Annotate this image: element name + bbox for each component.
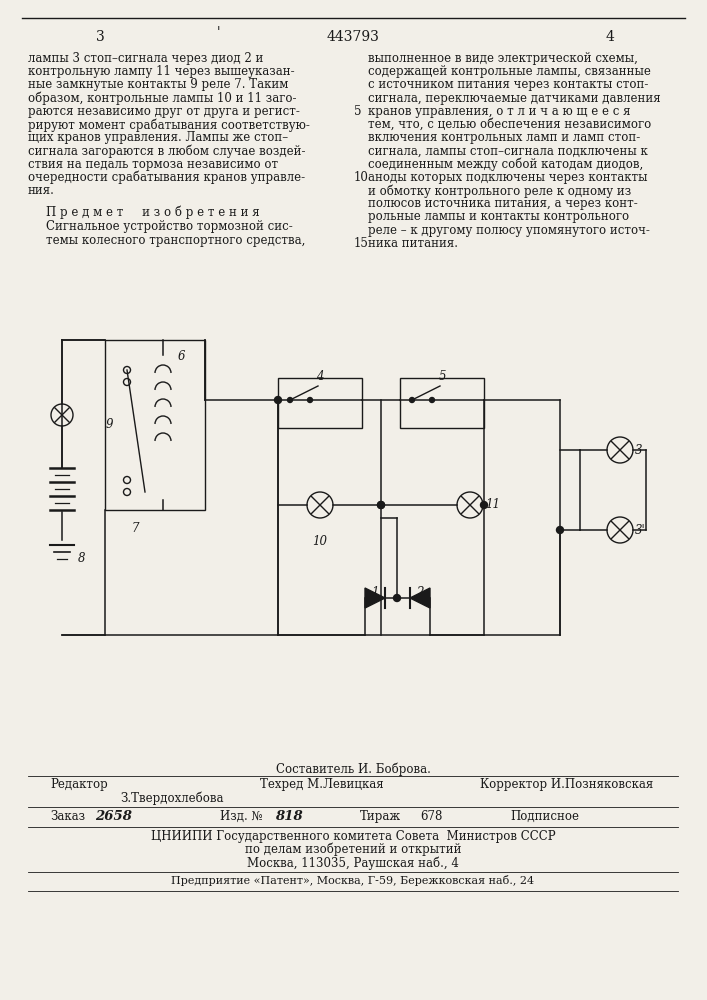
Text: П р е д м е т     и з о б р е т е н и я: П р е д м е т и з о б р е т е н и я xyxy=(46,205,259,219)
Text: 5: 5 xyxy=(354,105,361,118)
Text: ния.: ния. xyxy=(28,184,55,197)
Polygon shape xyxy=(410,588,430,608)
Text: с источником питания через контакты стоп-: с источником питания через контакты стоп… xyxy=(368,78,648,91)
Text: очередности срабатывания кранов управле-: очередности срабатывания кранов управле- xyxy=(28,171,305,184)
Text: сигнала загораются в любом случае воздей-: сигнала загораются в любом случае воздей… xyxy=(28,144,305,158)
Text: З.Твердохлебова: З.Твердохлебова xyxy=(120,791,223,805)
Text: темы колесного транспортного средства,: темы колесного транспортного средства, xyxy=(46,234,305,247)
Text: 3': 3' xyxy=(635,524,645,536)
Text: 678: 678 xyxy=(420,810,443,823)
Text: содержащей контрольные лампы, связанные: содержащей контрольные лампы, связанные xyxy=(368,65,651,78)
Text: Сигнальное устройство тормозной сис-: Сигнальное устройство тормозной сис- xyxy=(46,220,293,233)
Text: Изд. №: Изд. № xyxy=(220,810,262,823)
Text: 10: 10 xyxy=(354,171,369,184)
Text: 8: 8 xyxy=(78,552,86,566)
Text: 7: 7 xyxy=(132,522,139,535)
Text: 4: 4 xyxy=(316,370,324,383)
Text: сигнала, лампы стоп–сигнала подключены к: сигнала, лампы стоп–сигнала подключены к xyxy=(368,144,648,157)
Text: Редактор: Редактор xyxy=(50,778,107,791)
Text: 818: 818 xyxy=(275,810,303,823)
Circle shape xyxy=(378,502,385,508)
Text: щих кранов управления. Лампы же стоп–: щих кранов управления. Лампы же стоп– xyxy=(28,131,288,144)
Text: 2658: 2658 xyxy=(95,810,132,823)
Text: 9: 9 xyxy=(105,418,113,432)
Text: 6: 6 xyxy=(178,350,185,363)
Circle shape xyxy=(556,526,563,534)
Text: 1: 1 xyxy=(371,586,379,599)
Text: контрольную лампу 11 через вышеуказан-: контрольную лампу 11 через вышеуказан- xyxy=(28,65,295,78)
Text: реле – к другому полюсу упомянутого источ-: реле – к другому полюсу упомянутого исто… xyxy=(368,224,650,237)
Text: по делам изобретений и открытий: по делам изобретений и открытий xyxy=(245,843,461,856)
Text: Предприятие «Патент», Москва, Г-59, Бережковская наб., 24: Предприятие «Патент», Москва, Г-59, Бере… xyxy=(171,875,534,886)
Text: и обмотку контрольного реле к одному из: и обмотку контрольного реле к одному из xyxy=(368,184,631,198)
Polygon shape xyxy=(365,588,385,608)
Text: раются независимо друг от друга и регист-: раются независимо друг от друга и регист… xyxy=(28,105,300,118)
Text: ': ' xyxy=(216,26,220,39)
Bar xyxy=(278,378,362,428)
Text: образом, контрольные лампы 10 и 11 заго-: образом, контрольные лампы 10 и 11 заго- xyxy=(28,92,296,105)
Circle shape xyxy=(308,397,312,402)
Text: 4: 4 xyxy=(606,30,614,44)
Text: Тираж: Тираж xyxy=(360,810,401,823)
Text: аноды которых подключены через контакты: аноды которых подключены через контакты xyxy=(368,171,648,184)
Text: 3: 3 xyxy=(95,30,105,44)
Text: рольные лампы и контакты контрольного: рольные лампы и контакты контрольного xyxy=(368,210,629,223)
Circle shape xyxy=(394,594,400,601)
Text: тем, что, с целью обеспечения независимого: тем, что, с целью обеспечения независимо… xyxy=(368,118,651,131)
Text: ствия на педаль тормоза независимо от: ствия на педаль тормоза независимо от xyxy=(28,158,278,171)
Text: Корректор И.Позняковская: Корректор И.Позняковская xyxy=(480,778,653,791)
Text: ЦНИИПИ Государственного комитета Совета  Министров СССР: ЦНИИПИ Государственного комитета Совета … xyxy=(151,830,555,843)
Text: 15: 15 xyxy=(354,237,369,250)
Bar xyxy=(105,340,205,510)
Text: кранов управления, о т л и ч а ю щ е е с я: кранов управления, о т л и ч а ю щ е е с… xyxy=(368,105,631,118)
Text: 2: 2 xyxy=(416,586,423,599)
Text: Составитель И. Боброва.: Составитель И. Боброва. xyxy=(276,762,431,776)
Circle shape xyxy=(429,397,435,402)
Text: 3: 3 xyxy=(635,444,643,456)
Circle shape xyxy=(481,502,488,508)
Text: рируют момент срабатывания соответствую-: рируют момент срабатывания соответствую- xyxy=(28,118,310,131)
Text: сигнала, переключаемые датчиками давления: сигнала, переключаемые датчиками давлени… xyxy=(368,92,660,105)
Text: ные замкнутые контакты 9 реле 7. Таким: ные замкнутые контакты 9 реле 7. Таким xyxy=(28,78,288,91)
Circle shape xyxy=(409,397,414,402)
Text: 10: 10 xyxy=(312,535,327,548)
Text: соединенным между собой катодам диодов,: соединенным между собой катодам диодов, xyxy=(368,158,643,171)
Text: выполненное в виде электрической схемы,: выполненное в виде электрической схемы, xyxy=(368,52,638,65)
Text: 5: 5 xyxy=(438,370,445,383)
Text: 443793: 443793 xyxy=(327,30,380,44)
Text: 11: 11 xyxy=(485,498,500,512)
Circle shape xyxy=(274,396,281,403)
Text: Москва, 113035, Раушская наб., 4: Москва, 113035, Раушская наб., 4 xyxy=(247,856,459,869)
Text: ника питания.: ника питания. xyxy=(368,237,458,250)
Text: Подписное: Подписное xyxy=(510,810,579,823)
Circle shape xyxy=(378,502,385,508)
Text: включения контрольных ламп и ламп стоп-: включения контрольных ламп и ламп стоп- xyxy=(368,131,641,144)
Text: Заказ: Заказ xyxy=(50,810,85,823)
Text: Техред М.Левицкая: Техред М.Левицкая xyxy=(260,778,384,791)
Text: лампы 3 стоп–сигнала через диод 2 и: лампы 3 стоп–сигнала через диод 2 и xyxy=(28,52,264,65)
Bar xyxy=(400,378,484,428)
Text: полюсов источника питания, а через конт-: полюсов источника питания, а через конт- xyxy=(368,197,638,210)
Circle shape xyxy=(288,397,293,402)
